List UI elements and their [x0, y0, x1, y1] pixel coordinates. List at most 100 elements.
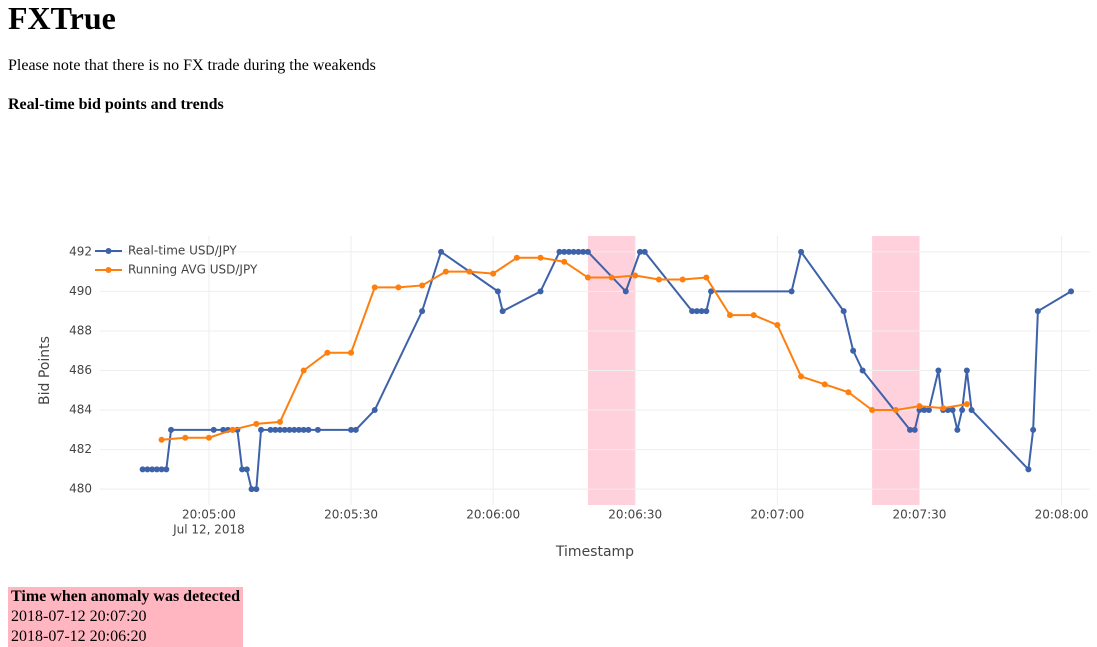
point: [798, 373, 805, 380]
point: [727, 312, 733, 319]
x-tick-label: 20:05:30: [324, 508, 378, 522]
page-title: FXTrue: [8, 0, 116, 36]
point: [570, 248, 577, 255]
note: Please note that there is no FX trade du…: [8, 57, 376, 74]
point: [300, 426, 307, 433]
point: [314, 426, 321, 433]
x-tick-label: 20:06:30: [608, 508, 662, 522]
point: [419, 282, 426, 289]
point: [963, 367, 970, 374]
point: [622, 288, 629, 295]
point: [490, 270, 497, 277]
x-tick-label: 20:08:00: [1035, 508, 1089, 522]
anomaly-table: Time when anomaly was detected 2018-07-1…: [8, 587, 244, 647]
table-header: Time when anomaly was detected: [11, 588, 241, 605]
point: [248, 486, 255, 493]
point: [466, 268, 473, 275]
point: [637, 248, 643, 255]
point: [940, 405, 947, 412]
point: [575, 248, 582, 255]
point: [291, 426, 298, 433]
point: [750, 312, 757, 319]
point: [584, 248, 591, 255]
point: [163, 466, 170, 473]
point: [277, 426, 283, 433]
point: [949, 407, 956, 414]
y-tick-label: 490: [69, 284, 92, 298]
point: [821, 381, 828, 388]
point: [281, 426, 288, 433]
point: [168, 426, 175, 433]
legend-marker: [105, 267, 112, 273]
point: [679, 276, 686, 283]
point: [438, 248, 445, 255]
y-tick-label: 480: [69, 482, 92, 496]
point: [859, 367, 866, 374]
point: [277, 418, 283, 425]
point: [608, 274, 615, 281]
point: [267, 426, 274, 433]
point: [352, 426, 359, 433]
point: [395, 284, 402, 291]
point: [655, 276, 662, 283]
point: [845, 389, 852, 396]
point: [1068, 288, 1075, 295]
x-tick-label: 20:06:00: [466, 508, 520, 522]
legend-marker: [105, 248, 112, 254]
point: [907, 426, 913, 433]
point: [911, 426, 918, 433]
point: [774, 322, 781, 329]
point: [840, 308, 847, 315]
x-tick-label: 20:05:00: [182, 508, 236, 522]
point: [239, 466, 246, 473]
x-tick-label: 20:07:30: [893, 508, 947, 522]
point: [921, 407, 928, 414]
point: [708, 288, 715, 295]
point: [295, 426, 302, 433]
point: [788, 288, 795, 295]
point: [1034, 308, 1041, 315]
y-tick-label: 492: [69, 244, 92, 258]
table-cell: 2018-07-12 20:07:20: [11, 608, 147, 625]
point: [584, 274, 591, 281]
point: [348, 426, 355, 433]
point: [182, 434, 189, 441]
point: [348, 349, 355, 356]
y-tick-label: 486: [69, 363, 92, 377]
point: [258, 426, 265, 433]
x-tick-label: 20:07:00: [750, 508, 804, 522]
y-tick-label: 488: [69, 323, 92, 337]
y-axis-title: Bid Points: [37, 336, 53, 405]
point: [220, 426, 227, 433]
point: [442, 268, 449, 275]
point: [153, 466, 160, 473]
table-cell: 2018-07-12 20:06:20: [11, 628, 147, 645]
point: [561, 248, 568, 255]
point: [698, 308, 705, 315]
point: [935, 367, 942, 374]
point: [158, 436, 165, 443]
y-tick-label: 484: [69, 403, 92, 417]
point: [324, 349, 331, 356]
point: [253, 486, 260, 493]
point: [556, 248, 563, 255]
point: [499, 308, 506, 315]
point: [798, 248, 805, 255]
point: [139, 466, 146, 473]
point: [305, 426, 312, 433]
point: [300, 367, 307, 374]
point: [253, 420, 260, 427]
point: [944, 407, 951, 414]
point: [869, 407, 876, 414]
point: [494, 288, 501, 295]
point: [243, 466, 250, 473]
point: [158, 466, 165, 473]
point: [892, 407, 899, 414]
point: [537, 288, 544, 295]
point: [561, 258, 568, 265]
point: [371, 284, 378, 291]
point: [689, 308, 696, 315]
point: [954, 426, 961, 433]
